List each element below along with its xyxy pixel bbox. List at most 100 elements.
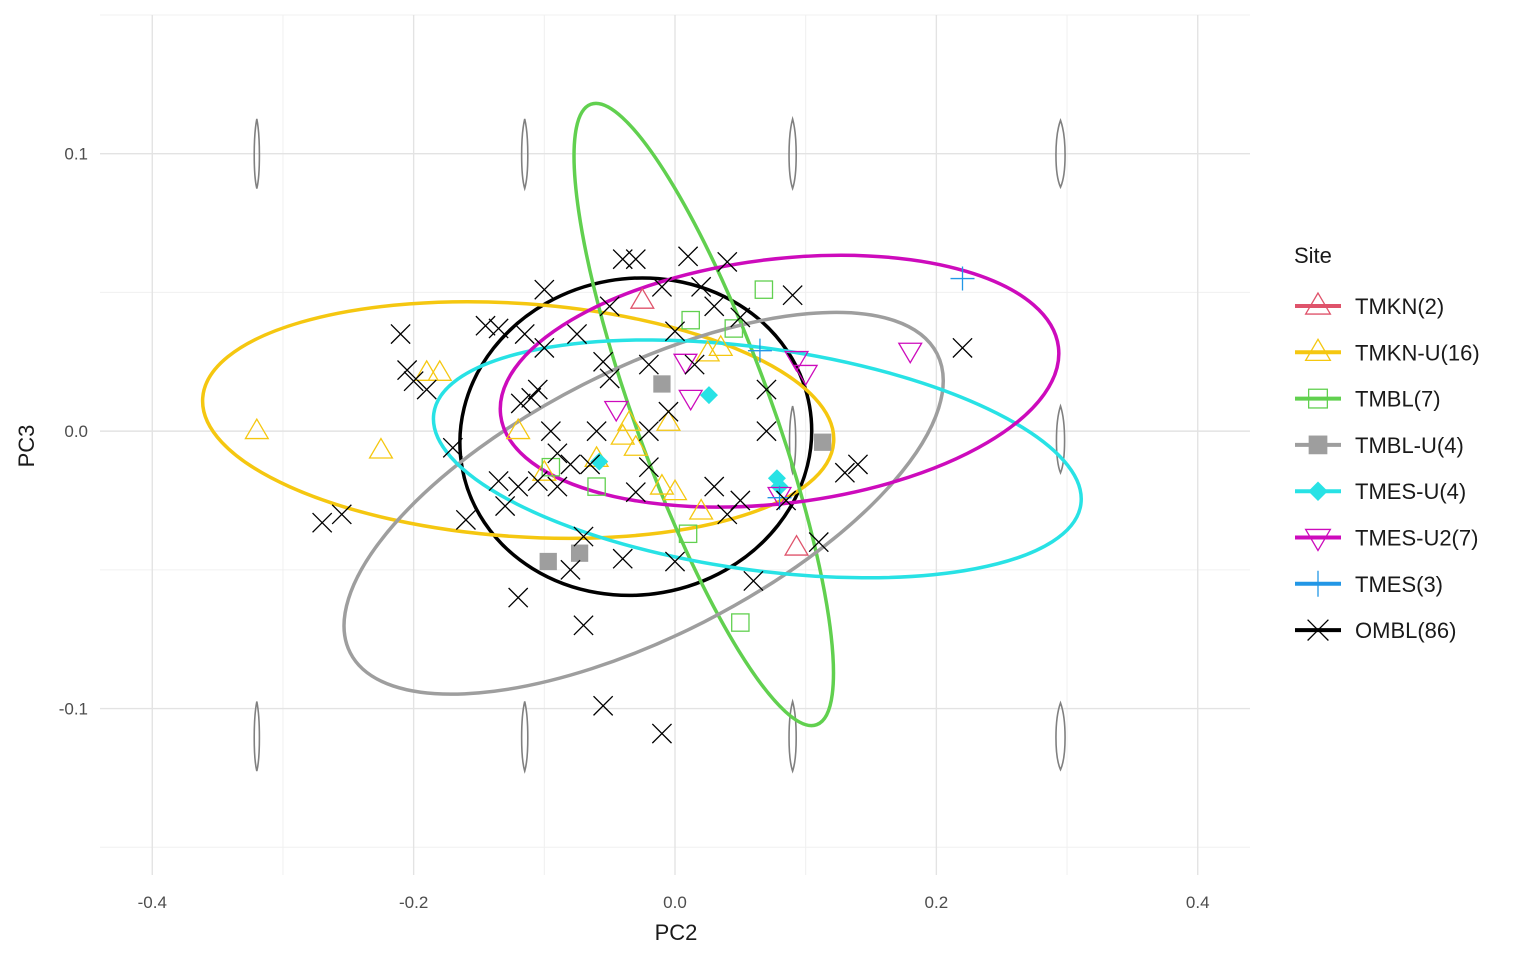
data-point bbox=[678, 524, 698, 544]
data-point bbox=[950, 266, 975, 291]
legend-label: TMES(3) bbox=[1355, 572, 1443, 597]
data-point bbox=[397, 360, 418, 381]
legend-item: TMKN-U(16) bbox=[1295, 338, 1480, 365]
series-tmes-u-4- bbox=[590, 386, 789, 496]
data-point bbox=[416, 379, 437, 400]
data-point bbox=[414, 359, 440, 381]
data-point bbox=[897, 342, 923, 364]
data-point bbox=[495, 495, 516, 517]
data-point bbox=[566, 323, 588, 345]
ellipse-tmes-u-4- bbox=[431, 338, 1083, 580]
y-tick-label: 0.1 bbox=[64, 145, 88, 164]
ellipse-tmkn-u-16- bbox=[200, 299, 836, 541]
data-point bbox=[684, 354, 705, 375]
data-point bbox=[672, 353, 698, 376]
y-tick-label: 0.0 bbox=[64, 422, 88, 441]
legend: Site TMKN(2)TMKN-U(16)TMBL(7)TMBL-U(4)TM… bbox=[1294, 243, 1480, 643]
data-point bbox=[539, 552, 557, 571]
data-point bbox=[695, 340, 721, 362]
data-point bbox=[717, 251, 738, 272]
data-point bbox=[514, 323, 535, 345]
ellipse-tmbl-u-4- bbox=[342, 310, 945, 696]
data-points bbox=[244, 246, 975, 744]
data-point bbox=[756, 379, 777, 400]
data-point bbox=[625, 482, 646, 503]
legend-key-marker bbox=[1307, 388, 1329, 409]
series-tmes-u2-7- bbox=[603, 342, 923, 509]
outline-shape bbox=[788, 698, 797, 774]
data-point bbox=[586, 421, 607, 442]
data-point bbox=[427, 359, 453, 381]
data-point bbox=[623, 434, 649, 456]
legend-label: TMES-U2(7) bbox=[1355, 526, 1478, 551]
data-point bbox=[776, 490, 797, 511]
legend-item: TMES-U(4) bbox=[1295, 479, 1466, 504]
confidence-ellipses bbox=[200, 101, 1083, 728]
data-point bbox=[649, 473, 675, 495]
x-tick-label: 0.4 bbox=[1186, 893, 1210, 912]
data-point bbox=[455, 509, 476, 530]
data-point bbox=[612, 548, 633, 569]
data-point bbox=[783, 534, 810, 556]
data-point bbox=[599, 296, 620, 317]
data-point bbox=[547, 476, 568, 497]
data-point bbox=[704, 476, 725, 497]
legend-label: TMKN-U(16) bbox=[1355, 340, 1480, 365]
outline-shape bbox=[788, 115, 797, 191]
data-point bbox=[793, 364, 819, 387]
data-point bbox=[681, 310, 700, 330]
shape-outlines bbox=[253, 115, 1066, 774]
data-point bbox=[651, 723, 672, 744]
data-point bbox=[508, 587, 529, 608]
series-ombl-86- bbox=[312, 246, 973, 744]
data-point bbox=[510, 393, 531, 414]
data-point bbox=[743, 570, 764, 591]
legend-label: TMBL-U(4) bbox=[1355, 433, 1464, 458]
outline-shape bbox=[253, 701, 261, 772]
data-point bbox=[488, 318, 509, 339]
outline-shape bbox=[520, 118, 529, 192]
data-point bbox=[579, 454, 601, 475]
data-point bbox=[699, 386, 718, 405]
data-point bbox=[638, 354, 659, 375]
outline-shape bbox=[1055, 403, 1066, 476]
data-point bbox=[730, 490, 751, 511]
data-point bbox=[678, 246, 699, 267]
data-point bbox=[664, 321, 686, 342]
data-point bbox=[754, 280, 774, 299]
legend-label: OMBL(86) bbox=[1355, 618, 1456, 643]
data-point bbox=[527, 379, 548, 400]
legend-key-marker bbox=[1308, 481, 1328, 501]
legend-key-marker bbox=[1308, 435, 1328, 455]
x-axis-title: PC2 bbox=[655, 920, 698, 945]
series-tmkn-2- bbox=[629, 287, 810, 556]
data-point bbox=[691, 276, 712, 297]
data-point bbox=[573, 615, 594, 636]
data-point bbox=[847, 454, 869, 475]
data-point bbox=[570, 544, 589, 562]
data-point bbox=[368, 437, 394, 459]
data-point bbox=[834, 462, 855, 483]
data-point bbox=[783, 350, 810, 373]
data-point bbox=[603, 400, 629, 423]
data-point bbox=[952, 337, 973, 358]
data-point bbox=[629, 287, 655, 309]
data-point bbox=[678, 389, 704, 412]
data-point bbox=[560, 559, 581, 580]
data-point bbox=[599, 368, 620, 389]
data-point bbox=[560, 454, 581, 475]
legend-title: Site bbox=[1294, 243, 1332, 268]
legend-key-marker bbox=[1307, 619, 1329, 641]
data-point bbox=[593, 351, 614, 372]
data-point bbox=[808, 532, 829, 553]
x-tick-labels: -0.4 -0.2 0.0 0.2 0.4 bbox=[138, 893, 1210, 912]
data-point bbox=[547, 443, 568, 464]
data-point bbox=[534, 337, 555, 358]
data-point bbox=[708, 334, 734, 356]
data-point bbox=[403, 371, 424, 392]
ellipse-tmes-u2-7- bbox=[498, 253, 1061, 509]
legend-key-marker bbox=[1304, 291, 1332, 315]
data-point bbox=[638, 457, 659, 478]
data-point bbox=[662, 478, 688, 501]
